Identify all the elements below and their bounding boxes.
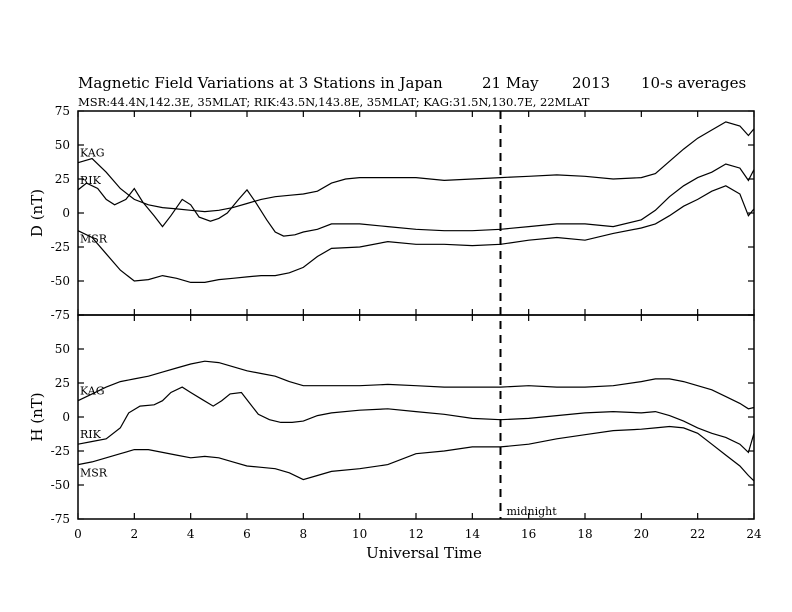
- panel-d-series-kag: [77, 121, 755, 213]
- xtick-label: 22: [690, 527, 705, 541]
- panel-h-ytick-label: -25: [51, 444, 70, 458]
- xtick-label: 14: [465, 527, 481, 541]
- panel-h-ytick-label: 25: [55, 376, 70, 390]
- panel-d-frame: [77, 110, 755, 316]
- panel-h-series-msr: [77, 425, 755, 482]
- panel-h-ytick-label: -50: [51, 478, 70, 492]
- xtick-label: 12: [408, 527, 423, 541]
- xtick-label: 20: [634, 527, 649, 541]
- xtick-label: 2: [131, 527, 139, 541]
- averaging-label: 10-s averages: [641, 74, 746, 92]
- xtick-label: 10: [352, 527, 367, 541]
- xtick-label: 0: [74, 527, 82, 541]
- panel-d-ytick-label: 75: [55, 104, 70, 118]
- panel-d-ytick-label: -50: [51, 274, 70, 288]
- panel-d-ytick-label: 0: [62, 206, 70, 220]
- panel-h: 50 25 0 -25 -50 -75 H (nT) KAG RIK MSR: [28, 314, 755, 526]
- panel-d: 75 50 25 0 -25 -50 -75 D (nT) KAG RIK MSR: [28, 104, 755, 322]
- panel-d-label-rik: RIK: [80, 174, 102, 187]
- panel-h-series-rik: [77, 386, 755, 454]
- panel-h-ytick-label: -75: [51, 512, 70, 526]
- panel-d-ytick-label: 25: [55, 172, 70, 186]
- panel-h-series-kag: [77, 360, 755, 410]
- xtick-label: 6: [243, 527, 251, 541]
- panel-h-ytick-label: 0: [62, 410, 70, 424]
- panel-h-ylabel: H (nT): [28, 392, 46, 441]
- panel-d-ytick-label: -75: [51, 308, 70, 322]
- title-row: Magnetic Field Variations at 3 Stations …: [78, 74, 746, 92]
- panel-h-label-rik: RIK: [80, 428, 102, 441]
- midnight-marker-label: midnight: [507, 505, 558, 518]
- panel-h-label-kag: KAG: [80, 385, 105, 398]
- year-label: 2013: [572, 74, 610, 92]
- x-axis-label: Universal Time: [366, 544, 482, 562]
- panel-h-label-msr: MSR: [80, 467, 108, 480]
- xtick-label: 24: [746, 527, 762, 541]
- panel-d-label-kag: KAG: [80, 147, 105, 160]
- panel-d-series-msr: [77, 185, 755, 283]
- panel-h-frame: [77, 314, 755, 520]
- x-axis: 0 2 4 6 8 10 12 14 16 18 20 22 24: [74, 111, 762, 541]
- xtick-label: 18: [577, 527, 592, 541]
- panel-d-ylabel: D (nT): [28, 189, 46, 237]
- chart-title: Magnetic Field Variations at 3 Stations …: [78, 74, 443, 92]
- xtick-label: 8: [300, 527, 308, 541]
- xtick-label: 4: [187, 527, 195, 541]
- date-label: 21 May: [482, 74, 539, 92]
- panel-d-series-rik: [77, 163, 755, 237]
- panel-d-label-msr: MSR: [80, 233, 108, 246]
- panel-d-ytick-label: 50: [55, 138, 70, 152]
- xtick-label: 16: [521, 527, 536, 541]
- panel-h-ytick-label: 50: [55, 342, 70, 356]
- station-subtitle: MSR:44.4N,142.3E, 35MLAT; RIK:43.5N,143.…: [78, 95, 590, 109]
- panel-d-ytick-label: -25: [51, 240, 70, 254]
